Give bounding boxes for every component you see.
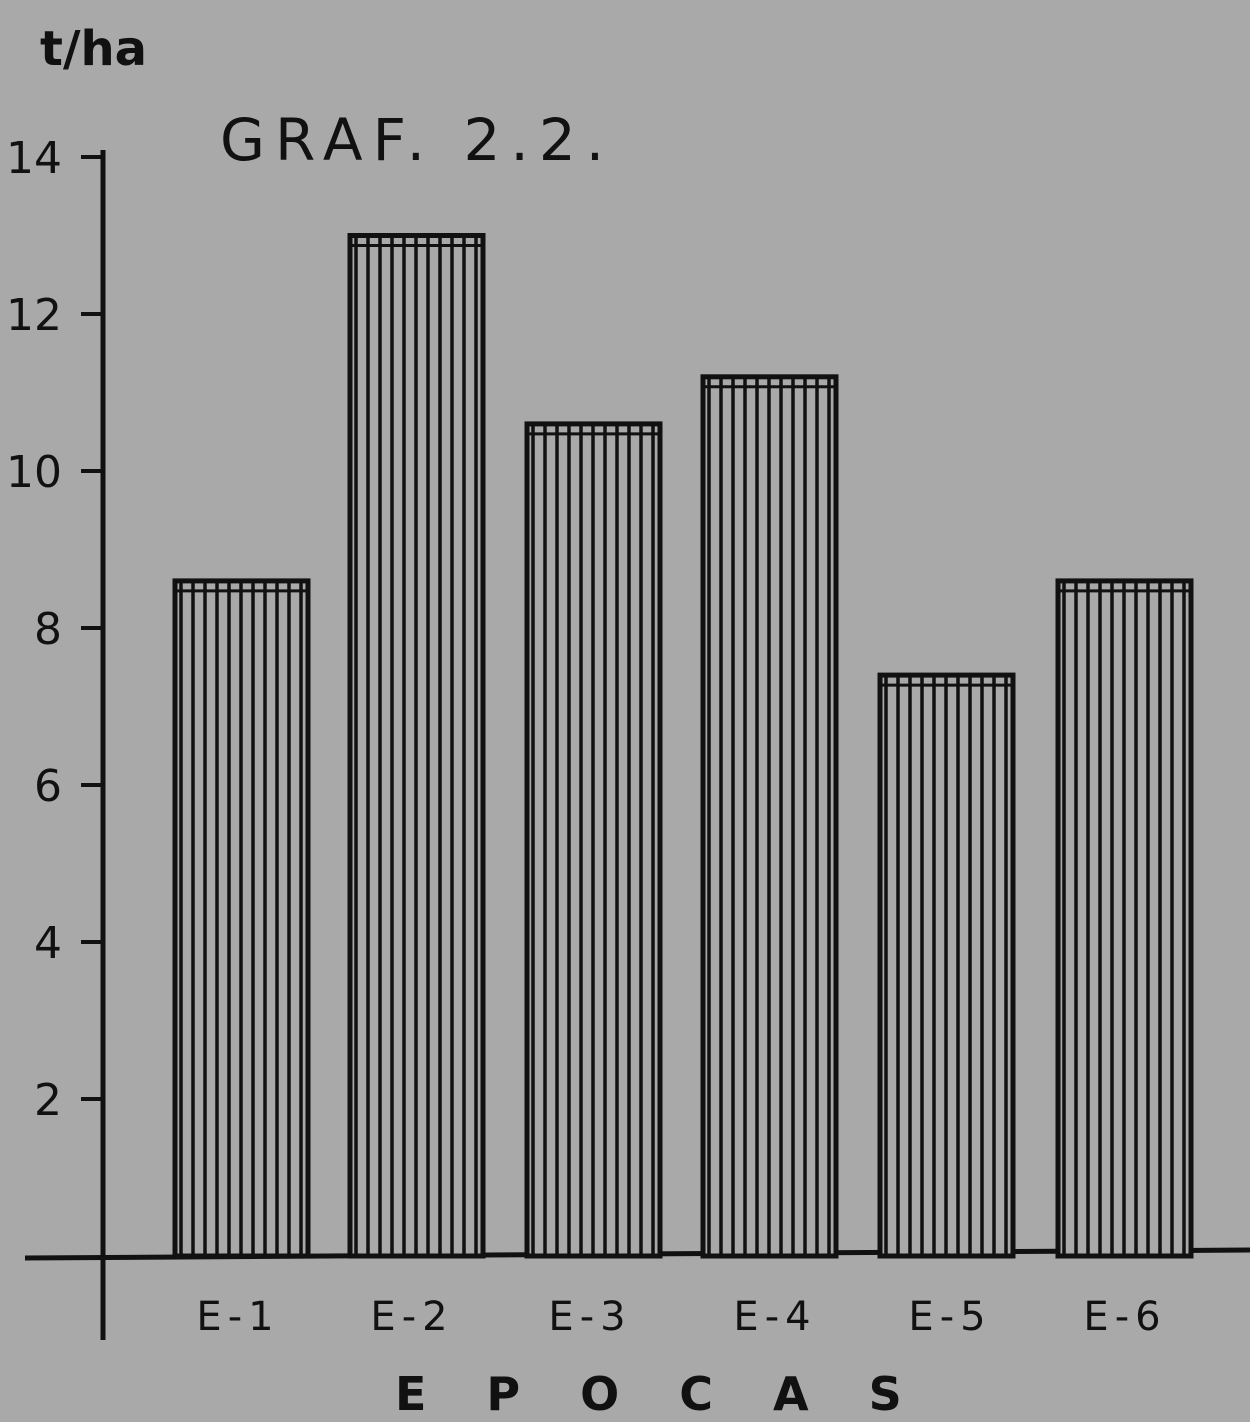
bars-group xyxy=(172,233,1194,1259)
x-tick-label: E-5 xyxy=(908,1294,991,1340)
x-tick-label: E-1 xyxy=(196,1294,279,1340)
x-tick-label: E-2 xyxy=(370,1294,453,1340)
bar xyxy=(1055,578,1194,1259)
y-ticks-group: 2 4 6 8 10 12 14 xyxy=(6,133,103,1126)
y-tick-label: 14 xyxy=(6,133,62,184)
x-tick-labels-group: E-1 E-2 E-3 E-4 E-5 E-6 xyxy=(196,1294,1166,1340)
bar xyxy=(347,233,486,1259)
bar xyxy=(877,672,1016,1259)
bar xyxy=(700,374,839,1259)
bar xyxy=(172,578,311,1259)
y-tick-label: 6 xyxy=(34,761,62,812)
y-axis-unit-label: t/ha xyxy=(40,21,147,77)
chart-title: GRAF. 2.2. xyxy=(220,106,614,174)
x-axis-label: EPOCAS xyxy=(395,1367,962,1421)
y-tick-label: 10 xyxy=(6,447,62,498)
y-tick-label: 2 xyxy=(34,1075,62,1126)
y-tick-label: 4 xyxy=(34,918,62,969)
bar xyxy=(524,421,663,1259)
x-tick-label: E-6 xyxy=(1083,1294,1166,1340)
y-tick-label: 8 xyxy=(34,604,62,655)
x-tick-label: E-3 xyxy=(548,1294,631,1340)
y-tick-label: 12 xyxy=(6,290,62,341)
x-tick-label: E-4 xyxy=(733,1294,816,1340)
